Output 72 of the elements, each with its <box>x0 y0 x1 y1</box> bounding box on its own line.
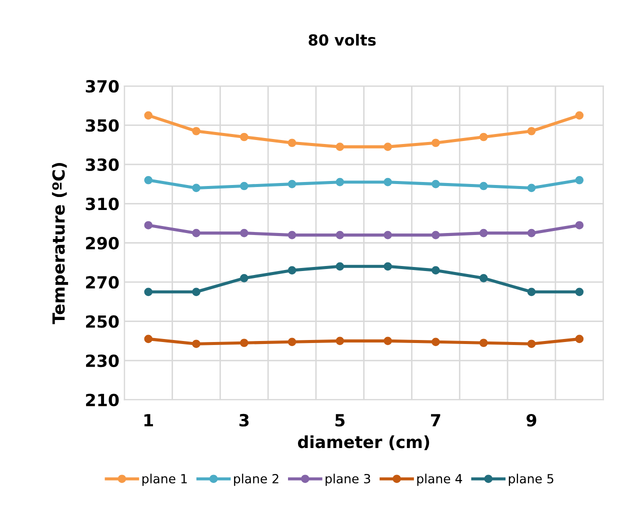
point <box>575 221 584 230</box>
point <box>384 262 392 271</box>
point <box>144 111 153 120</box>
y-tick-label: 350 <box>86 119 119 132</box>
point <box>432 266 440 274</box>
point <box>527 288 536 296</box>
point <box>575 176 584 184</box>
point <box>192 184 200 192</box>
point <box>384 178 392 186</box>
point <box>527 340 536 348</box>
point <box>479 338 488 348</box>
point <box>240 228 248 238</box>
x-tick-label: 9 <box>526 414 536 427</box>
x-tick-label: 1 <box>144 414 153 426</box>
point <box>479 228 488 238</box>
point <box>479 274 488 282</box>
point <box>384 142 392 151</box>
y-tick-label: 270 <box>86 276 119 289</box>
point <box>575 111 584 120</box>
point <box>288 230 296 240</box>
point <box>240 338 248 348</box>
point <box>384 336 392 346</box>
point <box>479 182 488 190</box>
y-tick-label: 210 <box>86 394 119 406</box>
point <box>336 142 344 151</box>
x-tick-label: 7 <box>431 414 440 426</box>
y-tick-label: 330 <box>86 158 119 172</box>
point <box>288 138 296 148</box>
y-tick-label: 290 <box>86 236 119 250</box>
point <box>432 230 440 240</box>
point <box>192 340 200 348</box>
point <box>144 221 153 230</box>
chart-title: 80 volts <box>308 34 376 46</box>
point <box>240 132 248 142</box>
legend-label: plane 1 <box>142 474 187 486</box>
point <box>432 338 440 346</box>
x-axis-title: diameter (cm) <box>298 435 430 450</box>
y-tick-label: 230 <box>86 354 119 368</box>
point <box>575 288 584 296</box>
point <box>527 126 536 136</box>
point <box>527 184 536 192</box>
point <box>240 274 248 282</box>
legend-label: plane 4 <box>417 474 462 486</box>
point <box>192 126 200 136</box>
point <box>144 288 153 296</box>
legend-label: plane 2 <box>234 474 278 486</box>
y-tick-label: 250 <box>86 315 119 328</box>
point <box>288 338 296 346</box>
y-axis-title: Temperature (ºC) <box>52 163 68 324</box>
point <box>192 228 200 238</box>
point <box>432 138 440 148</box>
legend-label: plane 5 <box>508 474 554 486</box>
point <box>336 336 344 346</box>
y-tick-label: 310 <box>86 198 119 210</box>
point <box>240 182 248 190</box>
legend-label: plane 3 <box>326 474 370 486</box>
point <box>144 176 153 184</box>
point <box>336 230 344 240</box>
point <box>336 178 344 186</box>
point <box>144 334 153 344</box>
point <box>336 262 344 271</box>
point <box>288 266 296 274</box>
x-tick-label: 3 <box>239 414 249 427</box>
point <box>384 230 392 240</box>
point <box>479 132 488 142</box>
point <box>527 228 536 238</box>
point <box>575 334 584 344</box>
point <box>432 180 440 188</box>
point <box>288 180 296 188</box>
x-tick-label: 5 <box>335 414 345 427</box>
point <box>192 288 200 296</box>
y-tick-label: 370 <box>86 80 119 93</box>
